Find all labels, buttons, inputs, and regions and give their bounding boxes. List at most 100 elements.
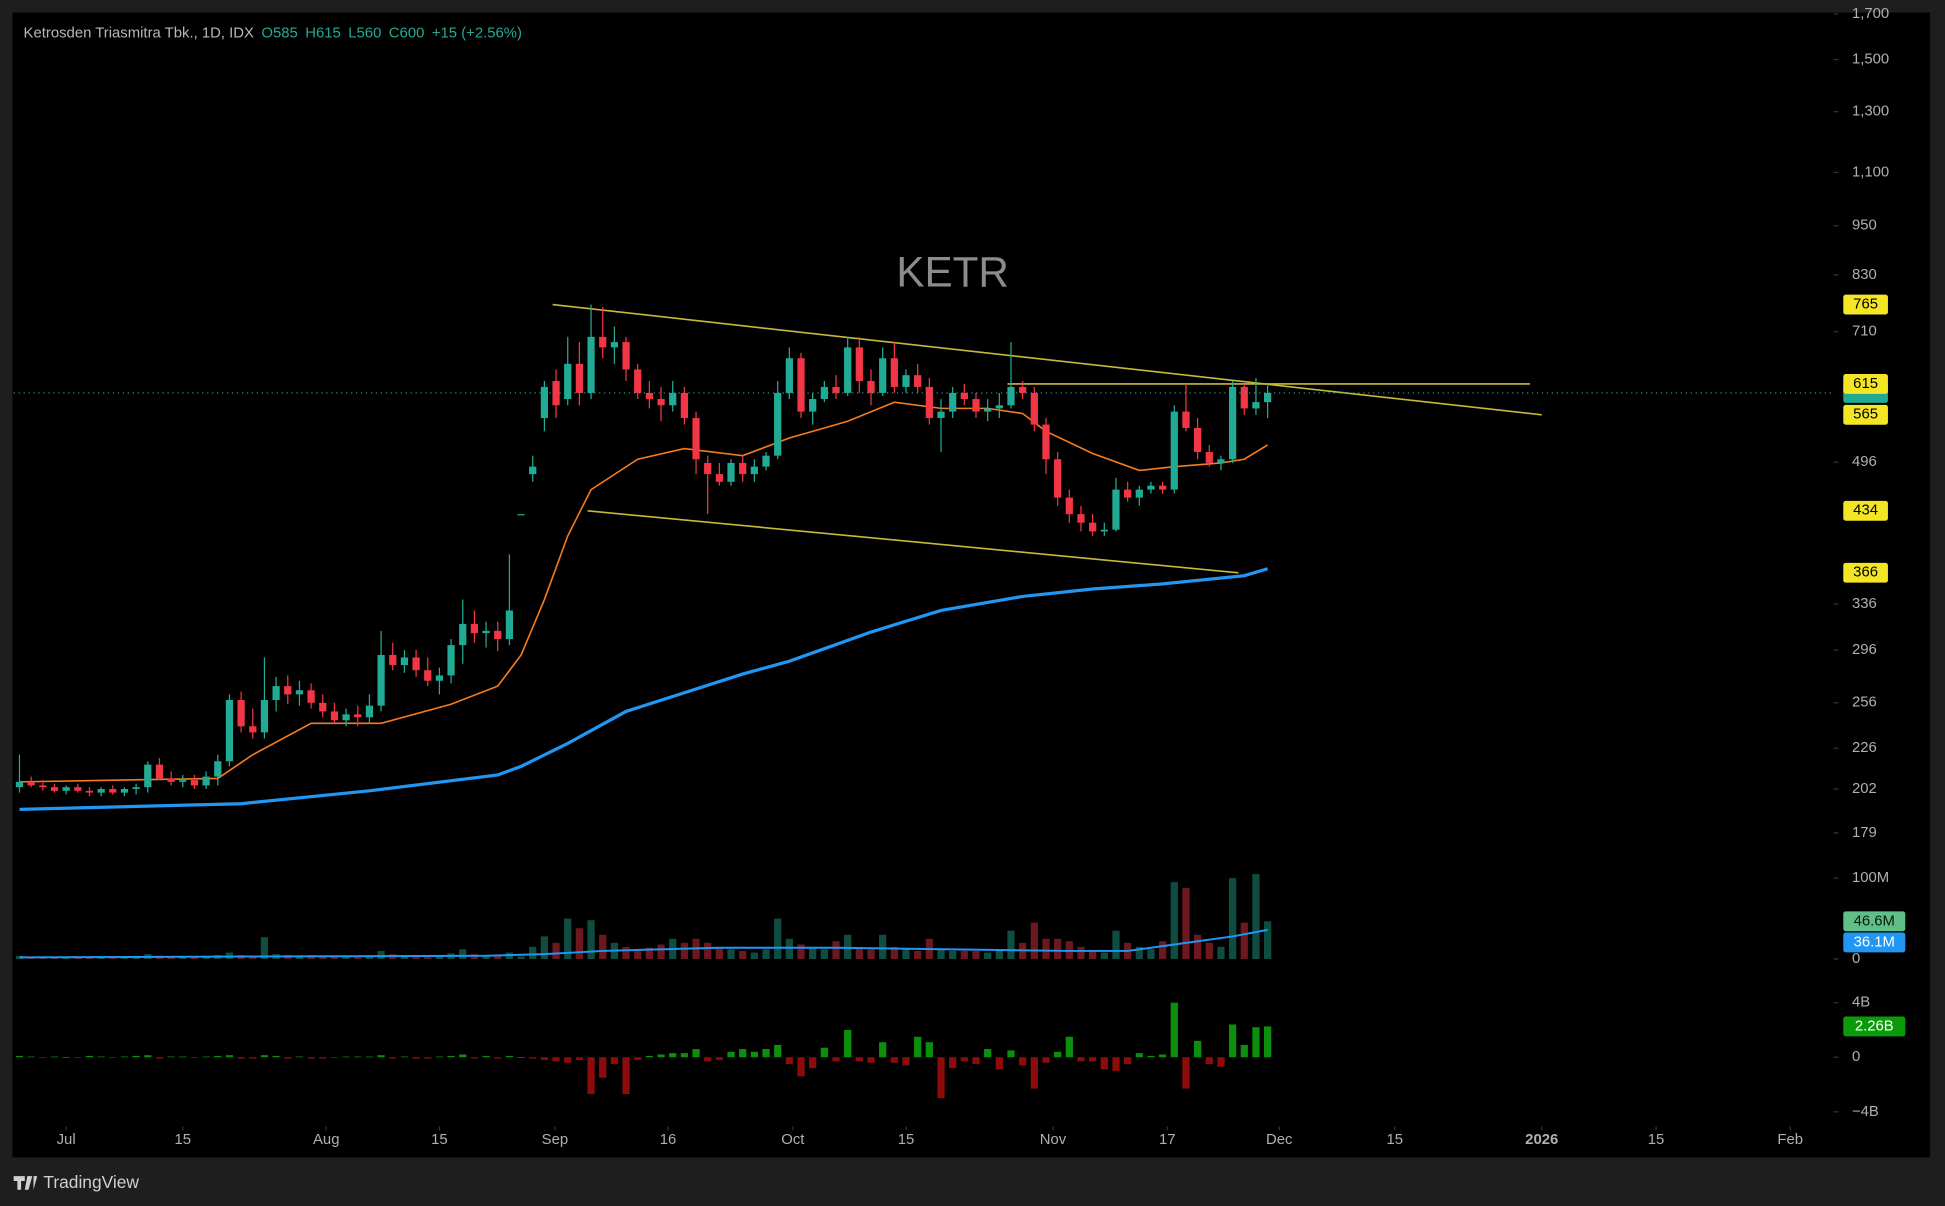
flow-bar bbox=[797, 1057, 805, 1077]
volume-bar bbox=[750, 952, 758, 960]
candle-body bbox=[179, 780, 187, 782]
flow-bar bbox=[540, 1057, 549, 1060]
volume-bar bbox=[435, 955, 444, 960]
flow-bar bbox=[657, 1054, 665, 1058]
flow-bar bbox=[867, 1057, 875, 1063]
flow-bar bbox=[494, 1057, 502, 1059]
x-tick-label: 15 bbox=[431, 1132, 448, 1148]
candle-body bbox=[1135, 489, 1143, 498]
candle-body bbox=[459, 623, 467, 646]
candle-body bbox=[319, 702, 327, 712]
candle-body bbox=[1019, 386, 1027, 393]
candle-body bbox=[1100, 529, 1108, 532]
y-tick-label: 1,100 bbox=[1852, 164, 1889, 180]
volume-bar bbox=[715, 946, 723, 960]
volume-bar bbox=[575, 928, 584, 960]
volume-last-label-box bbox=[1843, 911, 1906, 932]
candle-body bbox=[774, 392, 782, 456]
candle-body bbox=[1089, 522, 1097, 532]
flow-bar bbox=[832, 1057, 840, 1062]
volume-bar bbox=[552, 942, 560, 960]
flow-bar bbox=[342, 1056, 350, 1058]
candle-body bbox=[120, 788, 129, 793]
candle-body bbox=[715, 474, 723, 482]
volume-bar bbox=[167, 957, 175, 960]
volume-bar bbox=[517, 956, 525, 960]
flow-bar bbox=[960, 1057, 968, 1062]
candle-body bbox=[249, 726, 257, 733]
flow-bar bbox=[225, 1055, 234, 1058]
volume-bar bbox=[260, 937, 269, 960]
volume-bar bbox=[914, 950, 922, 960]
volume-bar bbox=[494, 954, 502, 960]
flow-bar bbox=[1159, 1054, 1167, 1058]
volume-bar bbox=[202, 956, 210, 960]
y-tick-label: 830 bbox=[1852, 267, 1877, 283]
y-tick-label: 1,500 bbox=[1852, 52, 1889, 68]
volume-bar bbox=[564, 918, 572, 960]
candle-body bbox=[1147, 485, 1155, 490]
candle-body bbox=[144, 764, 152, 788]
y-tick-label: 1,300 bbox=[1852, 104, 1889, 120]
candle-body bbox=[552, 381, 560, 406]
candle-body bbox=[540, 386, 549, 419]
flow-bar bbox=[902, 1057, 910, 1066]
y-tick-label: 1,700 bbox=[1852, 6, 1889, 22]
candle-body bbox=[284, 686, 292, 695]
candle-body bbox=[680, 392, 688, 419]
price-label-box bbox=[1843, 562, 1888, 583]
candle-body bbox=[890, 358, 898, 387]
volume-bar bbox=[1054, 938, 1062, 960]
volume-bar bbox=[634, 949, 642, 960]
candle-body bbox=[155, 764, 164, 779]
x-tick-label: Oct bbox=[781, 1132, 805, 1148]
flow-bar bbox=[1217, 1057, 1225, 1067]
candle-body bbox=[1077, 514, 1085, 523]
candle-body bbox=[949, 392, 957, 412]
flow-bar bbox=[1182, 1057, 1190, 1089]
flow-bar bbox=[1135, 1053, 1143, 1058]
candle-body bbox=[1205, 452, 1213, 463]
candle-body bbox=[365, 705, 374, 718]
volume-bar bbox=[342, 956, 350, 960]
candle-body bbox=[1263, 392, 1272, 403]
flow-bar bbox=[482, 1055, 490, 1058]
candle-body bbox=[354, 714, 362, 718]
volume-bar bbox=[785, 938, 793, 960]
candle-body bbox=[960, 392, 968, 400]
flow-bar bbox=[820, 1047, 828, 1058]
price-label: 615 bbox=[1853, 376, 1878, 392]
flow-bar bbox=[564, 1057, 572, 1063]
flow-bar bbox=[1042, 1057, 1050, 1063]
candle-body bbox=[937, 411, 945, 419]
volume-bar bbox=[1217, 946, 1225, 960]
volume-bar bbox=[774, 918, 782, 960]
volume-bar bbox=[1007, 930, 1015, 960]
flow-bar bbox=[74, 1057, 82, 1058]
y-tick-label: 710 bbox=[1852, 324, 1877, 340]
trend-line bbox=[587, 509, 1239, 574]
flow-bar bbox=[377, 1055, 385, 1058]
candle-body bbox=[529, 466, 537, 475]
flow-bar bbox=[704, 1057, 712, 1062]
volume-ma-last-label-box bbox=[1843, 932, 1906, 953]
candle-body bbox=[610, 342, 619, 348]
flow-bar bbox=[1077, 1057, 1085, 1062]
x-tick-label: 2026 bbox=[1525, 1132, 1558, 1148]
candle-body bbox=[972, 399, 980, 412]
candle-body bbox=[424, 670, 432, 681]
flow-bar bbox=[214, 1055, 222, 1058]
candle-body bbox=[1054, 459, 1062, 498]
trend-line bbox=[552, 303, 1542, 416]
candle-body bbox=[447, 645, 455, 676]
flow-bar bbox=[39, 1057, 47, 1058]
candle-body bbox=[389, 654, 397, 666]
flow-bar bbox=[505, 1055, 514, 1058]
candle-body bbox=[295, 690, 304, 695]
candle-body bbox=[575, 363, 584, 393]
brand-name[interactable]: TradingView bbox=[43, 1172, 139, 1192]
volume-bar bbox=[365, 955, 374, 960]
candle-body bbox=[225, 699, 234, 762]
volume-bar bbox=[1229, 878, 1237, 960]
flow-bar bbox=[85, 1055, 94, 1058]
